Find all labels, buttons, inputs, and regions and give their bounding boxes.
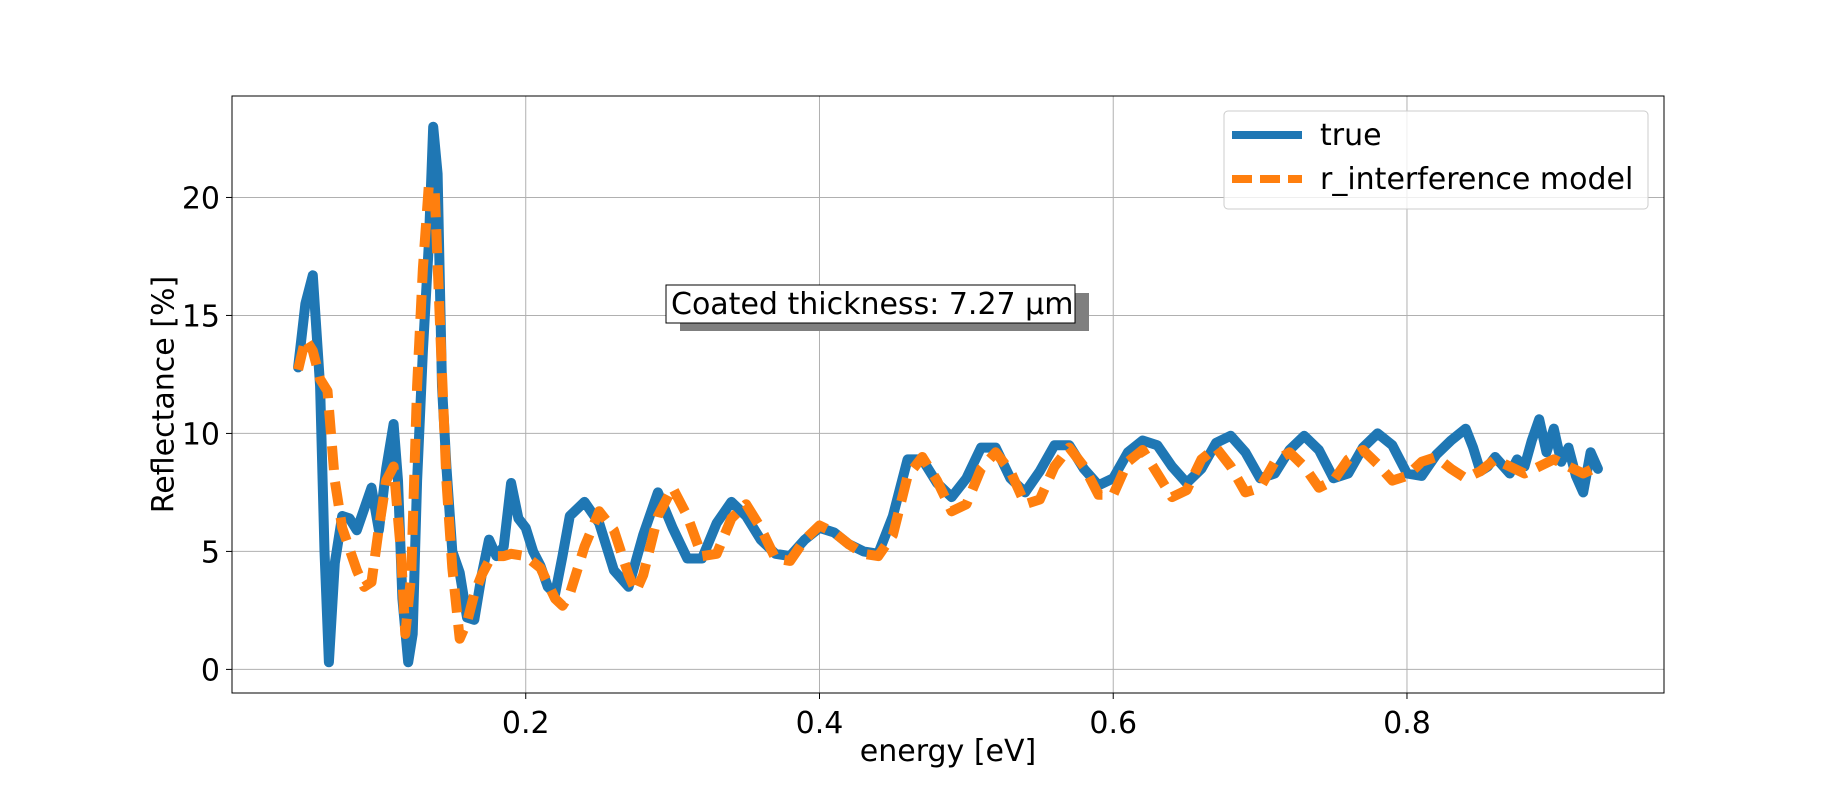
- x-tick-label: 0.8: [1383, 706, 1431, 741]
- y-tick-label: 5: [201, 535, 220, 570]
- thickness-annotation: Coated thickness: 7.27 μm: [665, 284, 1089, 331]
- annotation-text: Coated thickness: 7.27 μm: [671, 287, 1073, 322]
- series-line-model: [293, 180, 1601, 644]
- plot-frame: [231, 95, 1665, 694]
- x-axis-label: energy [eV]: [860, 734, 1036, 769]
- legend-box: [1223, 110, 1649, 210]
- x-tick-label: 0.2: [502, 706, 550, 741]
- x-tick-label: 0.6: [1089, 706, 1137, 741]
- y-tick-label: 15: [182, 299, 220, 334]
- x-tick-label: 0.4: [796, 706, 844, 741]
- annotation-box: [665, 284, 1076, 324]
- legend: true r_interference model: [1223, 110, 1649, 210]
- legend-label-true: true: [1320, 118, 1382, 153]
- axis-ticks: 0.2 0.4 0.6 0.8 0 5 10 15 20: [182, 181, 1431, 741]
- y-tick-label: 10: [182, 417, 220, 452]
- legend-label-model: r_interference model: [1320, 162, 1633, 197]
- y-tick-label: 20: [182, 181, 220, 216]
- series-layer: [293, 121, 1603, 668]
- y-tick-label: 0: [201, 653, 220, 688]
- y-axis-label: Reflectance [%]: [147, 276, 182, 513]
